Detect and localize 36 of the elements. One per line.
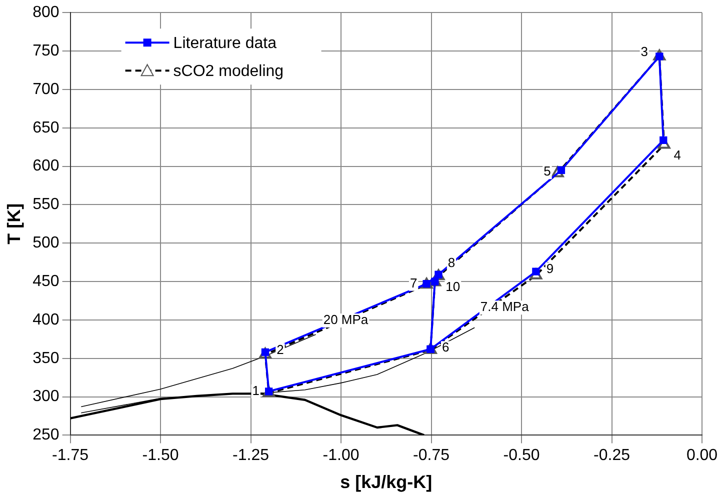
y-axis-title: T [K] (4, 203, 24, 244)
y-tick-label: 550 (32, 196, 60, 214)
annotation: 7 (410, 275, 418, 290)
legend-label: Literature data (173, 35, 277, 52)
x-tick-label: -0.75 (413, 447, 450, 464)
x-tick-label: 0.00 (686, 447, 718, 464)
y-tick-label: 650 (32, 119, 60, 136)
annotation: 6 (442, 340, 450, 355)
x-tick-label: -1.50 (142, 447, 179, 464)
y-tick-label: 700 (32, 80, 60, 98)
x-tick-label: -0.25 (594, 447, 630, 464)
y-tick-label: 750 (32, 42, 60, 60)
x-tick-label: -1.00 (322, 447, 360, 464)
y-tick-label: 250 (32, 426, 60, 444)
y-tick-label: 800 (32, 4, 60, 22)
y-tick-label: 300 (32, 388, 60, 406)
x-tick-label: -0.50 (503, 447, 540, 464)
x-axis-title: s [kJ/kg-K] (340, 472, 432, 492)
y-tick-label: 350 (32, 350, 60, 367)
annotation: 9 (546, 261, 554, 276)
annotation: 7.4 MPa (480, 299, 530, 314)
annotation: 2 (276, 342, 284, 357)
y-tick-label: 400 (32, 311, 60, 328)
legend-label: sCO2 modeling (173, 63, 284, 80)
annotation: 3 (640, 44, 648, 59)
annotation: 4 (674, 148, 681, 163)
x-tick-label: -1.75 (52, 447, 89, 464)
annotation: 5 (544, 164, 551, 179)
annotation: 10 (446, 279, 460, 294)
annotation: 20 MPa (323, 312, 369, 328)
y-tick-label: 500 (32, 234, 60, 252)
annotation: 8 (448, 255, 456, 270)
annotation: 1 (252, 382, 260, 398)
x-tick-label: -1.25 (232, 447, 270, 464)
y-tick-label: 450 (32, 272, 60, 290)
y-tick-label: 600 (32, 158, 60, 175)
